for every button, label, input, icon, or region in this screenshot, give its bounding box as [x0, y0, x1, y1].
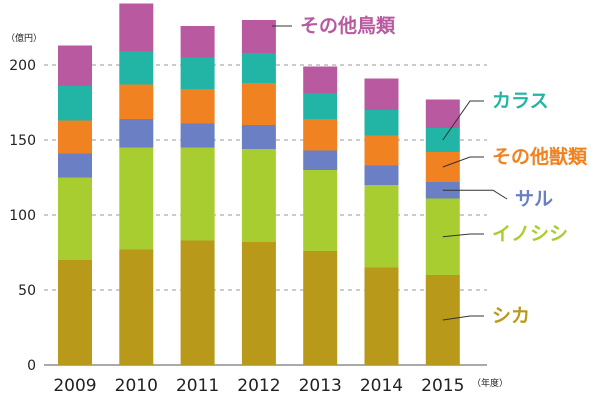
- bars: [58, 3, 460, 365]
- bar-segment: [241, 83, 276, 125]
- bar-segment: [180, 89, 215, 124]
- legend-label: イノシシ: [492, 223, 568, 245]
- bar-segment: [180, 240, 215, 365]
- bar-segment: [58, 120, 92, 154]
- bar-segment: [119, 119, 154, 148]
- bar-segment: [241, 125, 276, 149]
- bar-segment: [241, 53, 276, 83]
- y-axis-ticks: 0 50 100 150 200: [9, 58, 36, 374]
- bar-segment: [364, 185, 399, 268]
- bar-segment: [303, 170, 338, 251]
- legend-leader-line: [442, 315, 484, 321]
- bar-segment: [119, 51, 154, 85]
- bar-segment: [119, 249, 154, 365]
- bar-segment: [180, 123, 215, 148]
- bar-segment: [58, 260, 92, 365]
- y-tick-label: 100: [9, 208, 36, 224]
- x-tick-label: 2014: [360, 376, 403, 396]
- y-axis-unit-label: （億円）: [6, 32, 42, 44]
- bar-segment: [58, 177, 92, 260]
- y-tick-label: 0: [27, 358, 36, 374]
- x-axis-unit-label: （年度）: [472, 377, 508, 389]
- bar-segment: [58, 86, 92, 121]
- bar-segment: [58, 153, 92, 178]
- bar-segment: [364, 110, 399, 136]
- legend-label: その他獣類: [492, 145, 588, 168]
- bar-segment: [303, 93, 338, 119]
- bar-segment: [180, 26, 215, 58]
- x-axis-ticks: 2009 2010 2011 2012 2013 2014 2015: [53, 376, 464, 396]
- legend-label: サル: [515, 188, 553, 210]
- x-tick-label: 2012: [237, 376, 280, 396]
- bar-segment: [241, 242, 276, 365]
- bar-segment: [180, 147, 215, 241]
- y-tick-label: 200: [9, 58, 36, 74]
- bar-segment: [364, 267, 399, 365]
- bar-segment: [303, 150, 338, 170]
- x-tick-label: 2010: [115, 376, 158, 396]
- y-tick-label: 50: [18, 283, 36, 299]
- legend-label: その他鳥類: [300, 14, 396, 37]
- legend-leader-line: [442, 233, 484, 238]
- legend-label: カラス: [492, 90, 549, 112]
- bar-segment: [303, 66, 338, 94]
- bar-segment: [119, 84, 154, 119]
- bar-segment: [119, 3, 154, 52]
- x-tick-label: 2013: [299, 376, 342, 396]
- legend-leader-line: [442, 189, 508, 200]
- legend-leader-line: [442, 156, 484, 168]
- bar-segment: [180, 57, 215, 89]
- legend: シカ イノシシ サル その他獣類 カラス その他鳥類: [272, 14, 588, 327]
- legend-label: シカ: [492, 305, 530, 327]
- bar-segment: [58, 45, 92, 86]
- bar-segment: [119, 147, 154, 250]
- x-tick-label: 2015: [421, 376, 464, 396]
- x-tick-label: 2009: [53, 376, 96, 396]
- bar-segment: [303, 251, 338, 365]
- y-tick-label: 150: [9, 133, 36, 149]
- bar-segment: [364, 78, 399, 110]
- x-tick-label: 2011: [176, 376, 219, 396]
- bar-segment: [364, 165, 399, 185]
- legend-leader-line: [442, 100, 484, 141]
- bar-segment: [303, 119, 338, 151]
- bar-segment: [241, 20, 276, 53]
- bar-segment: [364, 135, 399, 166]
- bar-segment: [241, 149, 276, 242]
